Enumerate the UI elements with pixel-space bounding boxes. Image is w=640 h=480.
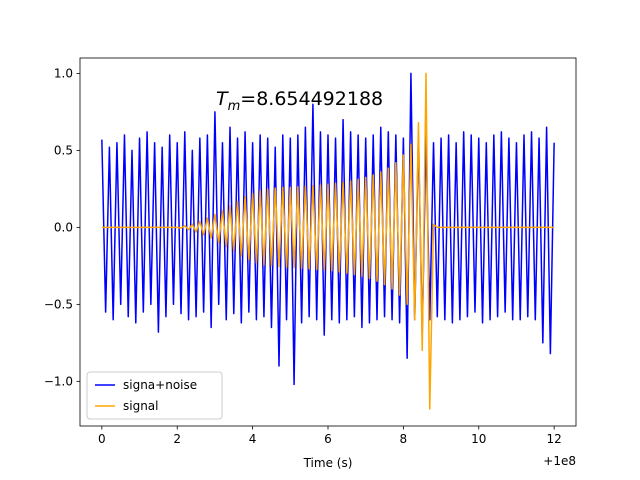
x-offset-text: +1e8 bbox=[543, 454, 576, 468]
series-line bbox=[101, 72, 555, 410]
y-tick-label: −1.0 bbox=[44, 374, 73, 388]
x-tick-label: 8 bbox=[400, 432, 408, 446]
y-tick-label: 1.0 bbox=[54, 66, 73, 80]
series-line bbox=[101, 72, 555, 386]
x-tick-label: 6 bbox=[324, 432, 332, 446]
legend-label: signal bbox=[123, 399, 159, 413]
x-tick-label: 10 bbox=[471, 432, 486, 446]
y-tick-label: 0.5 bbox=[54, 143, 73, 157]
x-axis-label: Time (s) bbox=[303, 456, 353, 470]
y-tick-label: −0.5 bbox=[44, 297, 73, 311]
x-tick-label: 0 bbox=[98, 432, 106, 446]
annotation-text: =8.654492188 bbox=[240, 88, 383, 110]
y-tick-label: 0.0 bbox=[54, 220, 73, 234]
annotation-subscript: m bbox=[228, 99, 241, 114]
x-tick-label: 12 bbox=[546, 432, 561, 446]
annotation: Tm=8.654492188 bbox=[216, 88, 383, 114]
x-tick-label: 2 bbox=[173, 432, 181, 446]
x-tick-label: 4 bbox=[249, 432, 257, 446]
legend-box bbox=[86, 371, 223, 420]
legend-label: signa+noise bbox=[123, 378, 197, 392]
annotation-symbol: T bbox=[216, 88, 229, 110]
